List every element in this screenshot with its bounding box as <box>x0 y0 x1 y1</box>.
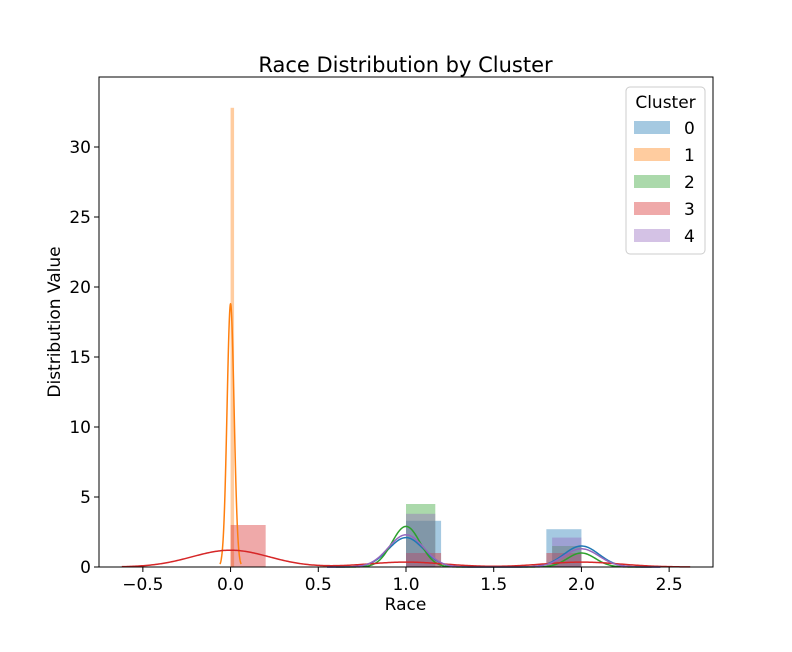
x-tick-label: 1.0 <box>392 575 419 595</box>
legend-label-3: 3 <box>684 200 695 220</box>
x-axis-label: Race <box>385 595 427 615</box>
y-axis-label: Distribution Value <box>45 246 65 397</box>
legend-swatch-1 <box>634 148 670 161</box>
x-tick-label: 2.0 <box>568 575 595 595</box>
legend-swatch-0 <box>634 121 670 134</box>
x-tick-label: 2.5 <box>656 575 683 595</box>
y-tick-label: 15 <box>69 348 91 368</box>
y-axis: 0 5 10 15 20 25 30 <box>69 138 99 578</box>
legend-label-1: 1 <box>684 146 695 166</box>
kde-line-cluster-1 <box>219 302 242 565</box>
x-tick-label: −0.5 <box>122 575 163 595</box>
y-tick-label: 5 <box>80 488 91 508</box>
legend-frame <box>625 86 706 255</box>
y-tick-label: 20 <box>69 278 91 298</box>
chart-title: Race Distribution by Cluster <box>258 53 553 77</box>
y-tick-label: 25 <box>69 208 91 228</box>
x-axis: −0.5 0.0 0.5 1.0 1.5 2.0 2.5 <box>122 567 683 595</box>
plot-frame <box>98 76 714 568</box>
legend-items: 0 1 2 3 4 <box>634 119 695 247</box>
legend-label-2: 2 <box>684 173 695 193</box>
legend-label-0: 0 <box>684 119 695 139</box>
kde-line-cluster-2 <box>335 525 652 568</box>
x-tick-label: 0.0 <box>217 575 244 595</box>
legend-title: Cluster <box>635 93 695 113</box>
legend: Cluster 0 1 2 3 4 <box>625 86 706 255</box>
plot-area <box>121 107 691 568</box>
y-tick-label: 10 <box>69 418 91 438</box>
legend-swatch-2 <box>634 175 670 188</box>
legend-swatch-4 <box>634 229 670 242</box>
x-tick-label: 1.5 <box>480 575 507 595</box>
y-tick-label: 30 <box>69 138 91 158</box>
legend-swatch-3 <box>634 202 670 215</box>
kde-line-cluster-3 <box>121 549 691 568</box>
bar-cluster-3-0 <box>230 525 266 567</box>
x-tick-label: 0.5 <box>305 575 332 595</box>
legend-label-4: 4 <box>684 227 695 247</box>
y-tick-label: 0 <box>80 558 91 578</box>
